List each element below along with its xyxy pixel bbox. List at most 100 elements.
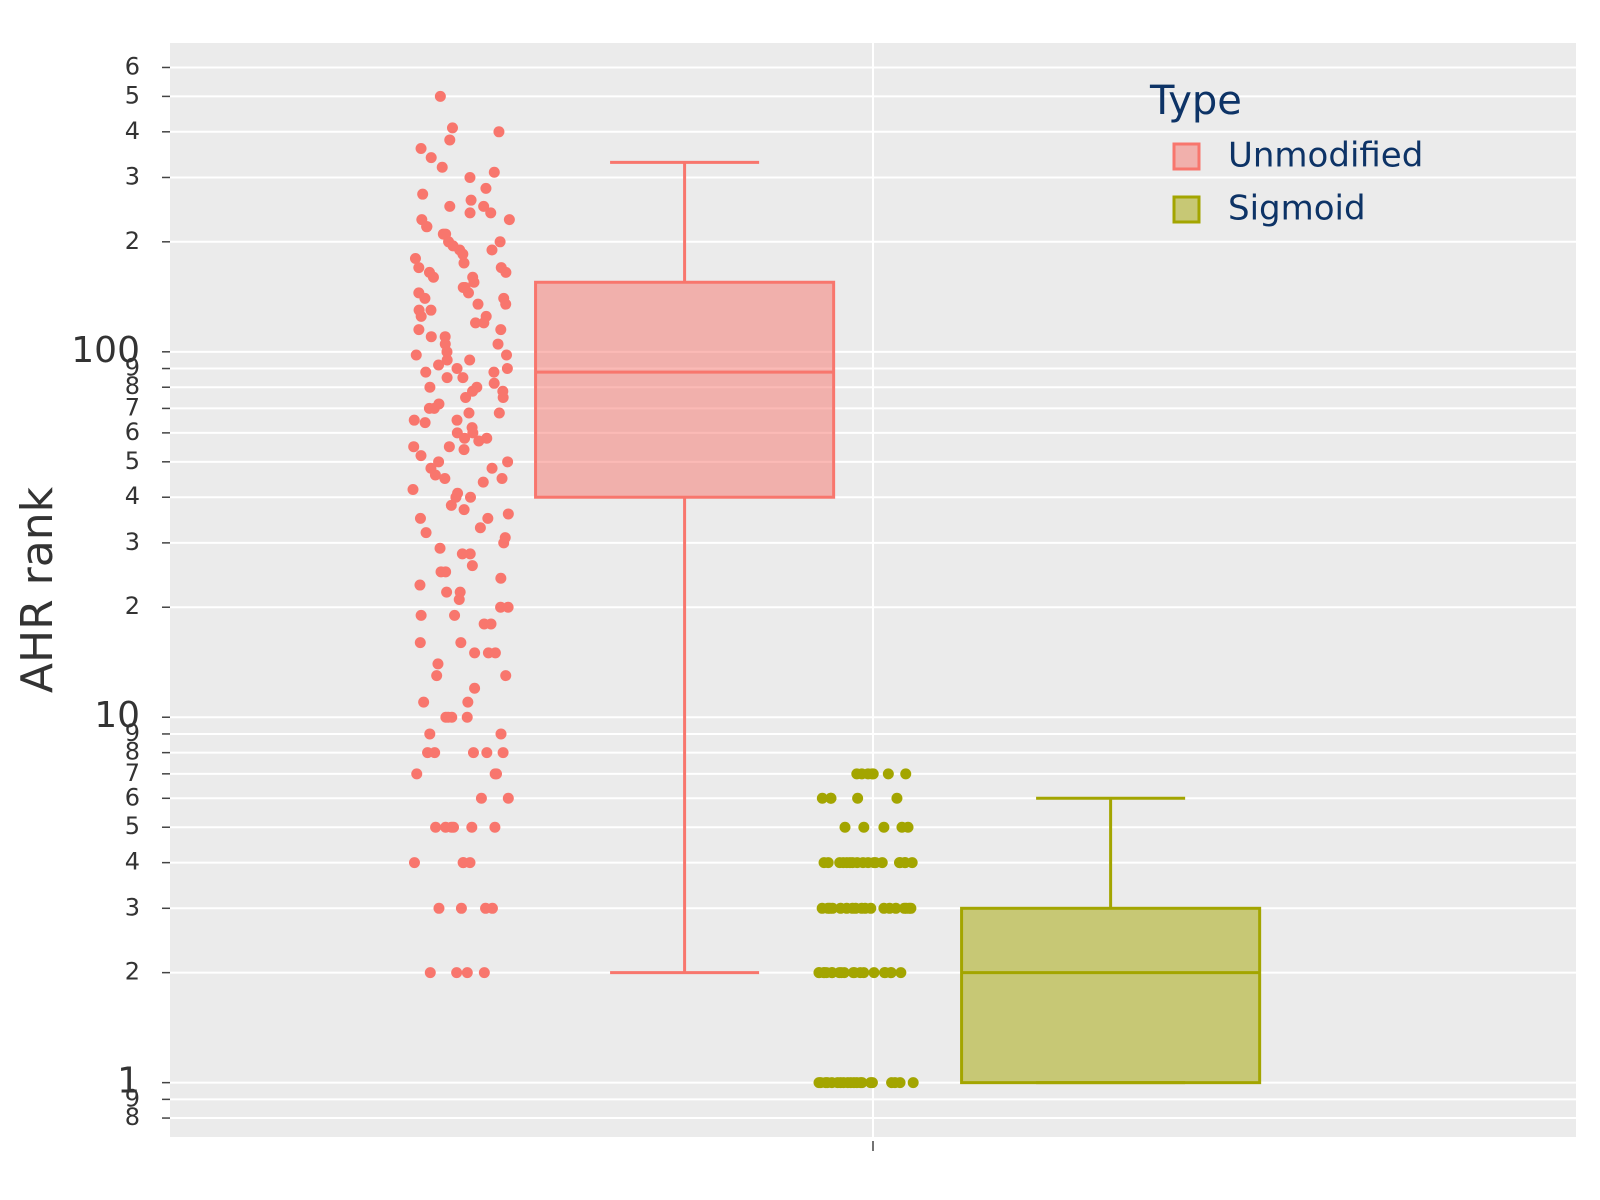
y-tick-label: 2 <box>125 227 140 255</box>
point <box>816 902 828 914</box>
point <box>408 441 420 453</box>
point <box>497 385 509 397</box>
y-tick-label: 3 <box>125 893 140 921</box>
point <box>449 609 461 621</box>
point <box>432 658 444 670</box>
point <box>447 240 459 252</box>
point <box>848 1077 860 1089</box>
point <box>414 512 426 524</box>
point <box>850 902 862 914</box>
point <box>430 821 442 833</box>
point <box>462 696 474 708</box>
point <box>466 560 478 572</box>
point <box>446 122 458 134</box>
y-tick-label: 8 <box>125 738 140 766</box>
y-tick-label: 3 <box>125 528 140 556</box>
point <box>497 747 509 759</box>
y-tick-label: 6 <box>125 783 140 811</box>
y-tick-label: 5 <box>125 447 140 475</box>
point <box>865 1077 877 1089</box>
y-tick-label: 4 <box>125 848 140 876</box>
point <box>486 462 498 474</box>
point <box>465 194 477 206</box>
point <box>481 747 493 759</box>
point <box>839 821 851 833</box>
point <box>467 271 479 283</box>
y-tick-label: 9 <box>125 354 140 382</box>
y-tick-label: 4 <box>125 117 140 145</box>
box <box>534 280 836 499</box>
y-tick-label: 10 <box>94 695 140 736</box>
y-tick-label: 9 <box>125 1084 140 1112</box>
point <box>870 857 882 869</box>
point <box>500 670 512 682</box>
point <box>434 542 446 554</box>
y-tick-label: 8 <box>125 1103 140 1131</box>
point <box>424 967 436 979</box>
point <box>470 317 482 329</box>
point <box>441 354 453 366</box>
point <box>464 857 476 869</box>
legend-label: Unmodified <box>1228 136 1423 176</box>
legend-label: Sigmoid <box>1228 189 1366 229</box>
point <box>495 728 507 740</box>
point <box>886 1077 898 1089</box>
point <box>463 407 475 419</box>
point <box>441 586 453 598</box>
point <box>425 304 437 316</box>
point <box>446 711 458 723</box>
point <box>469 682 481 694</box>
point <box>494 236 506 248</box>
point <box>423 266 435 278</box>
point <box>495 572 507 584</box>
point <box>414 579 426 591</box>
point <box>457 248 469 260</box>
y-tick-label: 6 <box>125 52 140 80</box>
y-axis-title: AHR rank <box>12 486 63 693</box>
y-tick-label: 8 <box>125 372 140 400</box>
point <box>826 967 838 979</box>
point <box>451 414 463 426</box>
point <box>835 967 847 979</box>
point <box>436 161 448 173</box>
point <box>816 792 828 804</box>
point <box>424 381 436 393</box>
point <box>486 244 498 256</box>
point <box>441 372 453 384</box>
point <box>851 768 863 780</box>
point <box>413 262 425 274</box>
point <box>459 432 471 444</box>
point <box>891 792 903 804</box>
point <box>413 324 425 336</box>
point <box>444 134 456 146</box>
point <box>464 491 476 503</box>
point <box>834 857 846 869</box>
point <box>488 366 500 378</box>
point <box>492 338 504 350</box>
point <box>499 532 511 544</box>
point <box>832 1077 844 1089</box>
point <box>896 821 908 833</box>
y-tick-label: 7 <box>125 759 140 787</box>
point <box>489 768 501 780</box>
point <box>424 728 436 740</box>
point <box>496 473 508 485</box>
point <box>847 967 859 979</box>
point <box>485 207 497 219</box>
point <box>454 586 466 598</box>
point <box>480 182 492 194</box>
y-tick-label: 6 <box>125 418 140 446</box>
point <box>456 548 468 560</box>
point <box>466 821 478 833</box>
legend-swatch <box>1172 142 1201 171</box>
point <box>467 747 479 759</box>
point <box>445 499 457 511</box>
point <box>425 331 437 343</box>
point <box>464 207 476 219</box>
point <box>501 349 513 361</box>
point <box>457 281 469 293</box>
point <box>502 456 514 468</box>
point <box>451 967 463 979</box>
point <box>478 200 490 212</box>
y-tick-label: 7 <box>125 393 140 421</box>
